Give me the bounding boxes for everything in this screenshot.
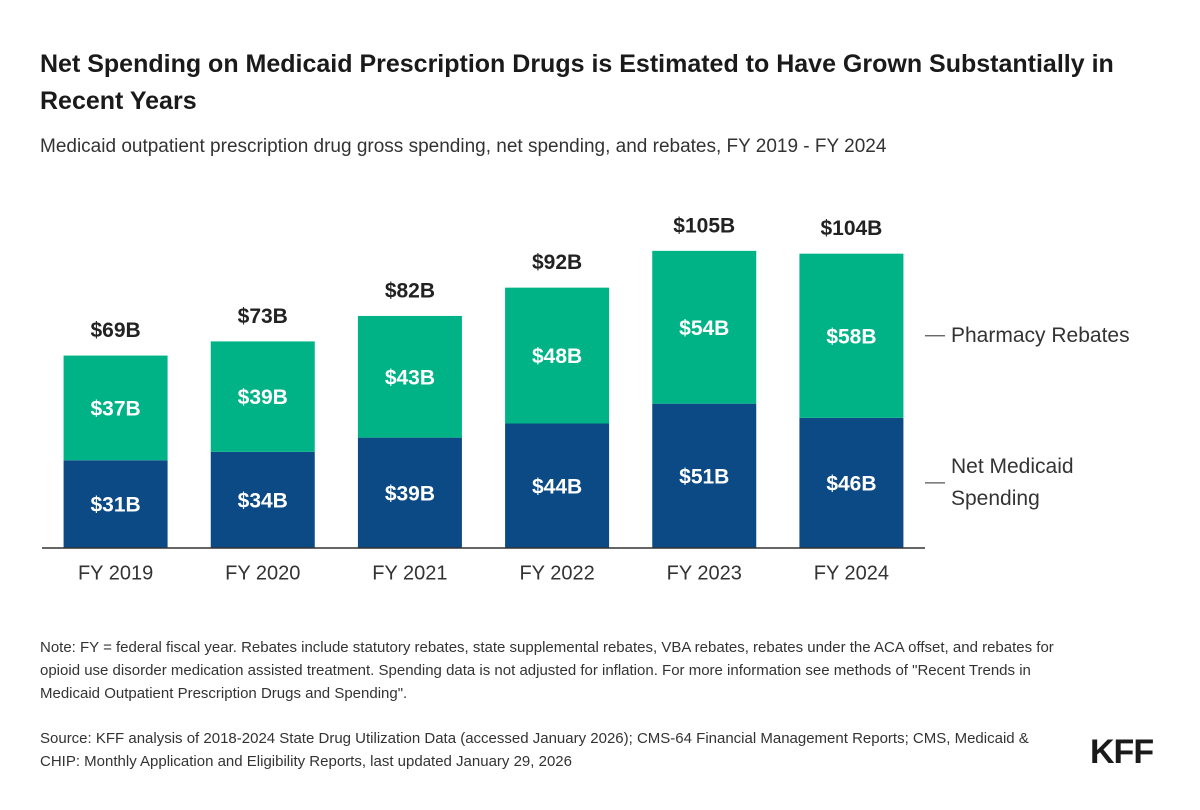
logo: KFF [1090, 733, 1154, 771]
chart-title: Net Spending on Medicaid Prescription Dr… [40, 50, 1114, 115]
x-tick-label: FY 2022 [519, 562, 594, 584]
bar-segment [652, 250, 757, 404]
value-label: $31B [90, 494, 140, 517]
note: Note: FY = federal fiscal year. Rebates … [40, 639, 1054, 702]
x-tick-label: FY 2020 [225, 562, 300, 584]
value-label: $46B [826, 472, 876, 495]
total-label: $104B [820, 217, 882, 240]
x-tick-label: FY 2023 [667, 562, 742, 584]
bar-segment [210, 451, 315, 548]
value-label: $58B [826, 325, 876, 348]
bar-segment [505, 423, 610, 548]
value-label: $43B [385, 366, 435, 389]
bar-segment [505, 287, 610, 424]
value-label: $44B [532, 475, 582, 498]
bar-segment [799, 417, 904, 548]
chart-subtitle: Medicaid outpatient prescription drug gr… [40, 136, 887, 157]
total-label: $92B [532, 251, 582, 274]
value-label: $48B [532, 345, 582, 368]
bar-segment [63, 355, 168, 461]
bar-segment [357, 437, 462, 548]
value-label: $54B [679, 317, 729, 340]
bar-segment [799, 253, 904, 418]
total-label: $105B [673, 214, 735, 237]
total-label: $73B [238, 305, 288, 328]
total-label: $69B [90, 319, 140, 342]
value-label: $39B [385, 482, 435, 505]
total-label: $82B [385, 279, 435, 302]
legend-label: Net Medicaid Spending [951, 454, 1074, 510]
x-tick-label: FY 2024 [814, 562, 889, 584]
value-label: $51B [679, 465, 729, 488]
bar-segment [357, 315, 462, 438]
bar-segment [63, 460, 168, 548]
legend-label: Pharmacy Rebates [951, 323, 1130, 347]
bar-segment [652, 403, 757, 548]
value-label: $34B [238, 489, 288, 512]
x-tick-label: FY 2019 [78, 562, 153, 584]
source: Source: KFF analysis of 2018-2024 State … [40, 730, 1029, 770]
value-label: $37B [90, 397, 140, 420]
x-tick-label: FY 2021 [372, 562, 447, 584]
value-label: $39B [238, 386, 288, 409]
bar-segment [210, 341, 315, 452]
